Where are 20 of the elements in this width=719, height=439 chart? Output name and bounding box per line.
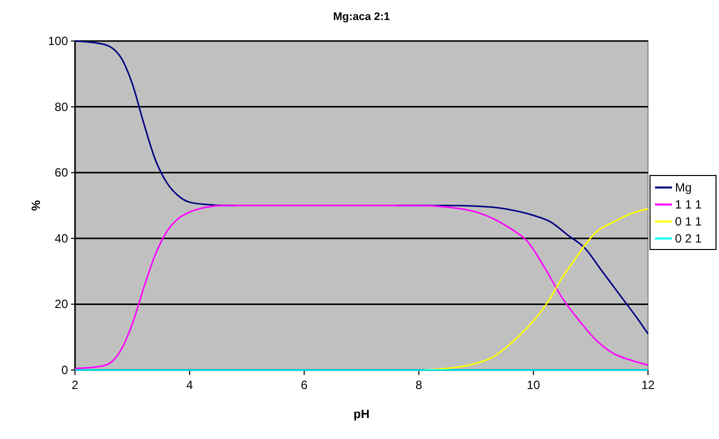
x-tick-label: 10 <box>526 378 540 392</box>
legend-label: 0 2 1 <box>675 232 702 246</box>
legend-label: 1 1 1 <box>675 198 702 212</box>
y-tick-label: 60 <box>54 166 68 180</box>
y-tick-label: 80 <box>54 100 68 114</box>
y-tick-label: 20 <box>54 297 68 312</box>
x-axis-title: pH <box>354 407 370 421</box>
y-tick-label: 0 <box>61 363 68 377</box>
y-tick-label: 40 <box>54 231 68 246</box>
x-tick-label: 6 <box>300 378 308 392</box>
legend-label: Mg <box>675 180 692 194</box>
line-series <box>424 208 649 371</box>
y-axis-title: % <box>29 200 43 211</box>
x-tick-label: 4 <box>186 378 194 392</box>
x-tick-label: 12 <box>641 378 655 392</box>
legend-label: 0 1 1 <box>675 214 702 228</box>
x-tick-label: 8 <box>415 378 422 392</box>
chart-title: Mg:aca 2:1 <box>333 11 390 23</box>
y-tick-label: 100 <box>48 34 68 48</box>
x-tick-label: 2 <box>72 378 79 392</box>
